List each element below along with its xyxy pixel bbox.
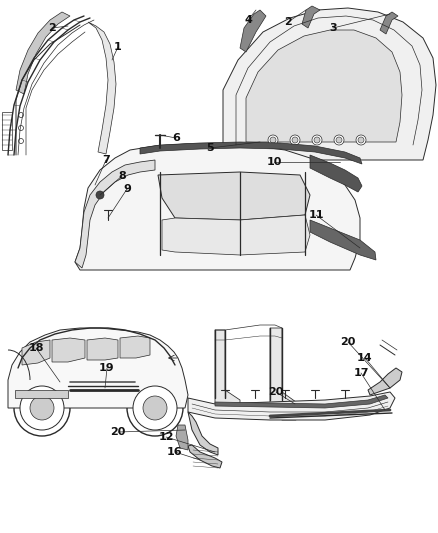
Circle shape bbox=[336, 137, 342, 143]
Polygon shape bbox=[75, 160, 155, 268]
Text: 17: 17 bbox=[353, 368, 369, 378]
Circle shape bbox=[334, 135, 344, 145]
Polygon shape bbox=[2, 112, 12, 150]
Polygon shape bbox=[88, 22, 116, 154]
Circle shape bbox=[292, 137, 298, 143]
Circle shape bbox=[358, 137, 364, 143]
Polygon shape bbox=[8, 328, 188, 408]
Circle shape bbox=[18, 139, 24, 143]
Text: 2: 2 bbox=[48, 23, 56, 33]
Polygon shape bbox=[15, 390, 68, 398]
Polygon shape bbox=[188, 392, 395, 420]
Text: 20: 20 bbox=[110, 427, 126, 437]
Polygon shape bbox=[310, 155, 362, 192]
Polygon shape bbox=[270, 328, 296, 420]
Polygon shape bbox=[223, 8, 436, 160]
Polygon shape bbox=[380, 12, 398, 34]
Polygon shape bbox=[52, 338, 85, 362]
Circle shape bbox=[20, 386, 64, 430]
Circle shape bbox=[290, 135, 300, 145]
Polygon shape bbox=[87, 338, 118, 360]
Polygon shape bbox=[188, 412, 218, 455]
Text: 9: 9 bbox=[123, 184, 131, 194]
Polygon shape bbox=[75, 144, 360, 270]
Polygon shape bbox=[302, 6, 320, 28]
Text: 10: 10 bbox=[266, 157, 282, 167]
Text: 20: 20 bbox=[268, 387, 284, 397]
Circle shape bbox=[96, 191, 104, 199]
Polygon shape bbox=[22, 340, 50, 365]
Polygon shape bbox=[176, 425, 188, 450]
Text: 5: 5 bbox=[206, 143, 214, 153]
Polygon shape bbox=[188, 445, 222, 468]
Text: 11: 11 bbox=[308, 210, 324, 220]
Text: 4: 4 bbox=[244, 15, 252, 25]
Text: 6: 6 bbox=[172, 133, 180, 143]
Circle shape bbox=[314, 137, 320, 143]
Text: 16: 16 bbox=[167, 447, 183, 457]
Text: 2: 2 bbox=[284, 17, 292, 27]
Text: 18: 18 bbox=[28, 343, 44, 353]
Polygon shape bbox=[162, 215, 310, 255]
Text: 19: 19 bbox=[99, 363, 115, 373]
Text: 8: 8 bbox=[118, 171, 126, 181]
Circle shape bbox=[18, 112, 24, 117]
Text: 14: 14 bbox=[357, 353, 373, 363]
Circle shape bbox=[268, 135, 278, 145]
Polygon shape bbox=[16, 12, 70, 94]
Circle shape bbox=[30, 396, 54, 420]
Circle shape bbox=[312, 135, 322, 145]
Polygon shape bbox=[215, 395, 388, 408]
Polygon shape bbox=[246, 30, 402, 142]
Circle shape bbox=[143, 396, 167, 420]
Polygon shape bbox=[240, 10, 266, 52]
Circle shape bbox=[18, 125, 24, 131]
Polygon shape bbox=[158, 172, 310, 220]
Polygon shape bbox=[215, 330, 240, 418]
Circle shape bbox=[270, 137, 276, 143]
Circle shape bbox=[356, 135, 366, 145]
Text: 7: 7 bbox=[102, 155, 110, 165]
Polygon shape bbox=[140, 142, 362, 164]
Text: 3: 3 bbox=[329, 23, 337, 33]
Polygon shape bbox=[310, 220, 376, 260]
Polygon shape bbox=[368, 368, 402, 395]
Text: 20: 20 bbox=[340, 337, 356, 347]
Circle shape bbox=[133, 386, 177, 430]
Text: 1: 1 bbox=[114, 42, 122, 52]
Text: 12: 12 bbox=[158, 432, 174, 442]
Polygon shape bbox=[120, 336, 150, 358]
